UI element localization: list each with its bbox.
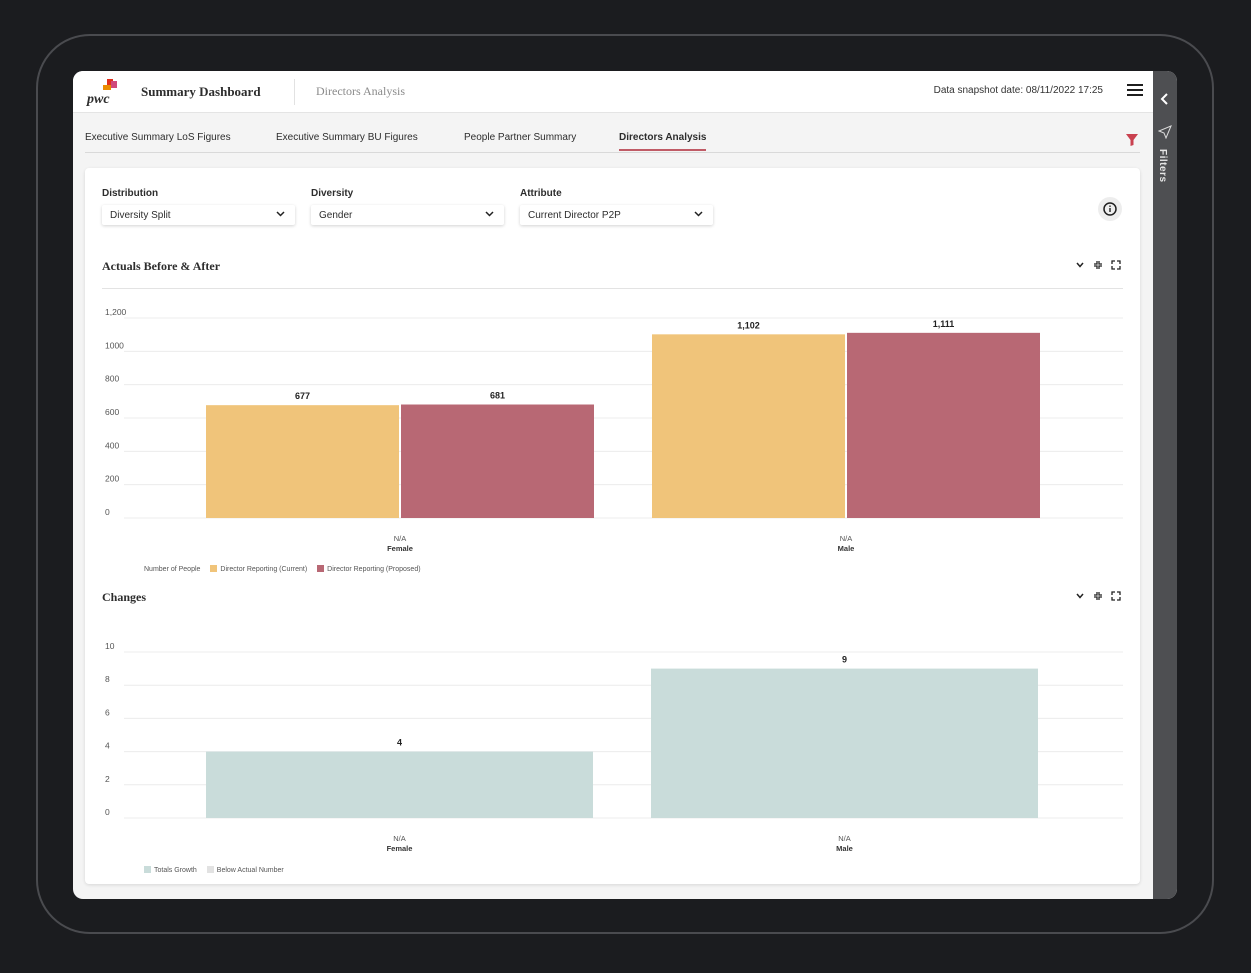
snapshot-date: Data snapshot date: 08/11/2022 17:25 (933, 85, 1103, 96)
legend-title: Number of People (144, 565, 201, 573)
chevron-down-icon[interactable] (1075, 260, 1085, 270)
chevron-down-icon (276, 211, 285, 217)
legend-item-growth: Totals Growth (144, 866, 197, 874)
changes-section-tools (1075, 591, 1123, 603)
filters-panel-toggle[interactable]: Filters (1153, 71, 1177, 899)
bar-value-label: 677 (295, 391, 310, 401)
attribute-control: Attribute Current Director P2P (520, 188, 713, 225)
attribute-value: Current Director P2P (528, 210, 621, 221)
diversity-value: Gender (319, 210, 353, 221)
app-screen: pwc Summary Dashboard Directors Analysis… (73, 71, 1177, 899)
diversity-control: Diversity Gender (311, 188, 504, 225)
changes-legend: Totals Growth Below Actual Number (144, 866, 284, 874)
title-divider (294, 79, 295, 105)
legend-swatch-proposed (317, 565, 325, 572)
bar-value-label: 4 (397, 738, 402, 748)
x-tick-label: N/A (393, 834, 406, 843)
y-tick-label: 8 (105, 674, 110, 684)
actuals-section-title: Actuals Before & After (102, 259, 221, 273)
x-tick-label: N/A (840, 534, 853, 543)
bar-value-label: 1,111 (933, 319, 955, 329)
bar-value-label: 681 (490, 391, 505, 401)
diversity-label: Diversity (311, 188, 354, 199)
y-tick-label: 600 (105, 407, 119, 417)
y-tick-label: 800 (105, 374, 119, 384)
logo-text: pwc (86, 92, 110, 107)
distribution-value: Diversity Split (110, 210, 171, 221)
bar-value-label: 1,102 (737, 320, 760, 330)
y-tick-label: 0 (105, 507, 110, 517)
legend-swatch-growth (144, 866, 151, 873)
fullscreen-icon[interactable] (1111, 260, 1121, 270)
tab-executive-summary-bu[interactable]: Executive Summary BU Figures (276, 132, 418, 143)
y-tick-label: 6 (105, 707, 110, 717)
analysis-card: Distribution Diversity Split Diversity G… (85, 168, 1140, 884)
actuals-section-tools (1075, 260, 1123, 272)
pwc-logo: pwc (86, 79, 117, 107)
attribute-select[interactable]: Current Director P2P (520, 205, 713, 225)
top-header: pwc Summary Dashboard Directors Analysis… (73, 71, 1153, 113)
chevron-down-icon[interactable] (1075, 591, 1085, 601)
x-group-label: Female (387, 844, 413, 853)
x-group-label: Male (836, 844, 853, 853)
diversity-select[interactable]: Gender (311, 205, 504, 225)
y-tick-label: 400 (105, 440, 119, 450)
x-tick-label: N/A (838, 834, 851, 843)
actuals-section-divider (102, 288, 1123, 289)
bar (847, 332, 1040, 518)
chevron-down-icon (485, 211, 494, 217)
x-tick-label: N/A (394, 534, 407, 543)
attribute-label: Attribute (520, 188, 562, 199)
info-icon[interactable] (1098, 197, 1122, 221)
bar (401, 404, 594, 518)
chevron-down-icon (694, 211, 703, 217)
legend-swatch-below (206, 866, 214, 873)
y-tick-label: 1,200 (105, 307, 127, 317)
x-group-label: Male (838, 544, 855, 553)
legend-item-below: Below Actual Number (206, 866, 284, 874)
distribution-label: Distribution (102, 188, 159, 199)
y-tick-label: 10 (105, 641, 115, 651)
collapse-icon[interactable] (1093, 591, 1103, 601)
breadcrumb-page: Directors Analysis (316, 84, 405, 98)
tab-people-partner-summary[interactable]: People Partner Summary (464, 132, 577, 143)
legend-item-proposed: Director Reporting (Proposed) (317, 565, 421, 573)
chevron-left-icon[interactable] (1159, 93, 1171, 105)
actuals-legend: Number of People Director Reporting (Cur… (144, 565, 421, 573)
distribution-select[interactable]: Diversity Split (102, 205, 295, 225)
x-group-label: Female (387, 544, 413, 553)
changes-section-title: Changes (102, 590, 147, 604)
legend-swatch-current (210, 565, 218, 572)
distribution-control: Distribution Diversity Split (102, 188, 295, 225)
app-title: Summary Dashboard (141, 84, 261, 99)
y-tick-label: 4 (105, 741, 110, 751)
funnel-outline-icon (1158, 125, 1172, 139)
changes-chart: 0 2 4 6 8 10 4 N/A Female 9 N/A Male (102, 628, 1123, 858)
y-tick-label: 1000 (105, 340, 124, 350)
y-tick-label: 2 (105, 774, 110, 784)
bar (206, 405, 399, 518)
bar (652, 334, 845, 518)
tab-bar: Executive Summary LoS Figures Executive … (85, 131, 1140, 153)
tab-executive-summary-los[interactable]: Executive Summary LoS Figures (85, 132, 231, 143)
bar (651, 668, 1038, 818)
bar-value-label: 9 (842, 655, 847, 665)
filters-label: Filters (1157, 149, 1168, 183)
tab-directors-analysis[interactable]: Directors Analysis (619, 132, 707, 151)
legend-item-current: Director Reporting (Current) (210, 565, 307, 573)
device-frame (36, 34, 1214, 934)
collapse-icon[interactable] (1093, 260, 1103, 270)
hamburger-menu-icon[interactable] (1127, 84, 1143, 98)
y-tick-label: 0 (105, 807, 110, 817)
fullscreen-icon[interactable] (1111, 591, 1121, 601)
filter-icon[interactable] (1125, 133, 1139, 147)
actuals-chart: 0 200 400 600 800 1000 1,200 677 681 N/A Female 1,1… (102, 296, 1123, 556)
bar (206, 751, 593, 818)
y-tick-label: 200 (105, 474, 119, 484)
